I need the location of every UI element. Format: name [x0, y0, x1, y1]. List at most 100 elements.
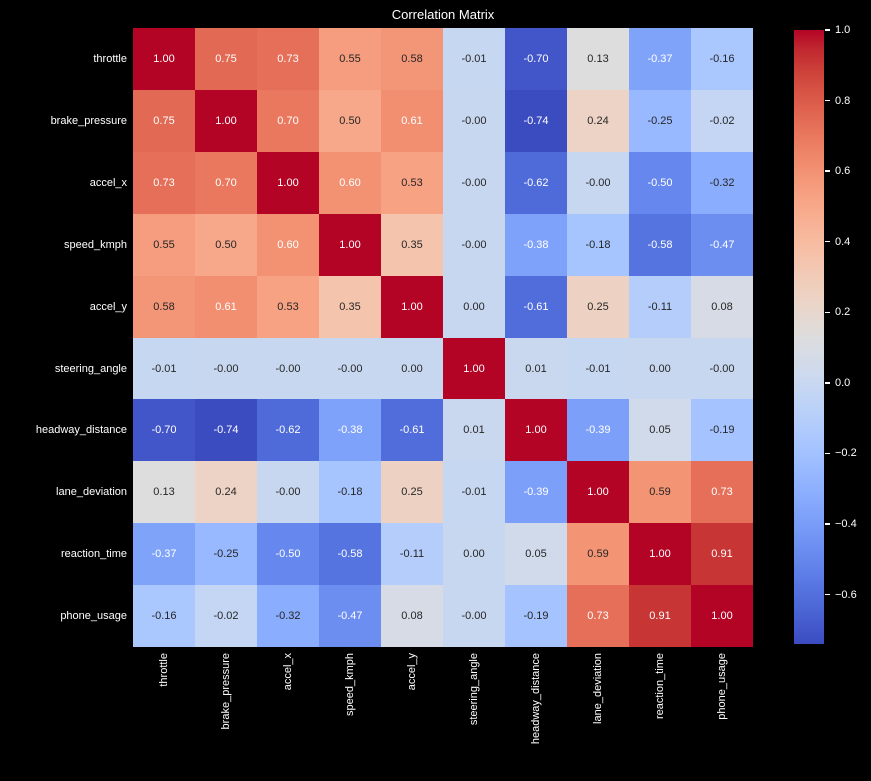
heatmap-cell: 0.35: [319, 276, 381, 338]
heatmap-cell: 0.00: [381, 338, 443, 399]
heatmap-cell: -0.50: [257, 523, 319, 585]
heatmap-cell: -0.47: [319, 585, 381, 647]
heatmap-cell: 0.08: [381, 585, 443, 647]
colorbar-tick-mark: [825, 452, 830, 455]
y-tick-label: accel_x: [89, 177, 127, 189]
x-tick-label: phone_usage: [716, 653, 728, 720]
heatmap-cell: 1.00: [567, 461, 629, 523]
colorbar-tick-mark: [825, 29, 830, 31]
heatmap-cell: 0.00: [629, 338, 691, 399]
heatmap-cell: 0.61: [381, 90, 443, 152]
heatmap-cell: -0.00: [443, 152, 505, 214]
colorbar-tick-label: 0.0: [835, 376, 851, 389]
heatmap-cell: 0.50: [319, 90, 381, 152]
heatmap-cell: 0.73: [567, 585, 629, 647]
heatmap-cell: -0.39: [567, 399, 629, 461]
heatmap-cell: -0.00: [443, 585, 505, 647]
heatmap-cell: 0.05: [629, 399, 691, 461]
heatmap-cell: 0.24: [567, 90, 629, 152]
heatmap-cell: -0.37: [629, 28, 691, 90]
heatmap-cell: 1.00: [319, 214, 381, 276]
heatmap-cell: 1.00: [629, 523, 691, 585]
heatmap-cell: -0.62: [505, 152, 567, 214]
heatmap-cell: -0.38: [319, 399, 381, 461]
x-tick-label: brake_pressure: [220, 653, 232, 730]
x-tick-label: headway_distance: [530, 653, 542, 745]
heatmap-cell: -0.18: [319, 461, 381, 523]
heatmap-cell: 0.55: [319, 28, 381, 90]
x-tick-label: throttle: [158, 653, 170, 687]
heatmap-cell: -0.00: [319, 338, 381, 399]
heatmap-cell: -0.02: [195, 585, 257, 647]
x-tick-label: accel_x: [282, 653, 294, 691]
heatmap-cell: -0.61: [505, 276, 567, 338]
x-tick-label: reaction_time: [654, 653, 666, 720]
heatmap-cell: -0.00: [257, 461, 319, 523]
heatmap-cell: -0.47: [691, 214, 753, 276]
heatmap-cell: 0.61: [195, 276, 257, 338]
heatmap-cell: -0.39: [505, 461, 567, 523]
colorbar-tick-label: −0.4: [835, 518, 857, 531]
x-tick-label: speed_kmph: [344, 653, 356, 716]
heatmap-cell: 0.00: [443, 523, 505, 585]
y-tick-label: lane_deviation: [56, 486, 127, 498]
heatmap-cell: 0.13: [567, 28, 629, 90]
heatmap-cell: -0.16: [133, 585, 195, 647]
heatmap-cell: -0.74: [505, 90, 567, 152]
heatmap-cell: 0.75: [195, 28, 257, 90]
colorbar-tick-label: 0.8: [835, 94, 851, 107]
heatmap-cell: -0.11: [629, 276, 691, 338]
colorbar-tick-label: 0.6: [835, 165, 851, 178]
heatmap-cell: 0.25: [381, 461, 443, 523]
x-tick-label: accel_y: [406, 653, 418, 691]
heatmap-cell: 0.24: [195, 461, 257, 523]
heatmap-cell: 0.73: [257, 28, 319, 90]
heatmap-cell: 0.70: [257, 90, 319, 152]
colorbar-tick-label: −0.6: [835, 588, 857, 601]
heatmap-cell: -0.25: [195, 523, 257, 585]
colorbar-tick-mark: [825, 170, 830, 172]
heatmap-cell: -0.01: [443, 461, 505, 523]
colorbar: [794, 30, 824, 644]
colorbar-tick-label: 0.2: [835, 306, 851, 319]
heatmap-cell: -0.00: [257, 338, 319, 399]
y-tick-label: accel_y: [89, 301, 127, 313]
colorbar-tick-label: 1.0: [835, 24, 851, 36]
heatmap-cell: 0.75: [133, 90, 195, 152]
y-tick-label: phone_usage: [60, 610, 127, 622]
heatmap-cell: 0.53: [257, 276, 319, 338]
heatmap-cell: -0.70: [505, 28, 567, 90]
heatmap-cell: -0.50: [629, 152, 691, 214]
x-tick-label: steering_angle: [468, 653, 480, 726]
heatmap-cell: 1.00: [443, 338, 505, 399]
heatmap-cell: -0.32: [257, 585, 319, 647]
y-tick-label: steering_angle: [54, 362, 127, 375]
heatmap-cell: -0.18: [567, 214, 629, 276]
heatmap-cell: 0.91: [629, 585, 691, 647]
heatmap-cell: -0.00: [567, 152, 629, 214]
heatmap-cell: -0.16: [691, 28, 753, 90]
chart-title: Correlation Matrix: [391, 7, 495, 22]
colorbar-tick-mark: [825, 593, 830, 596]
heatmap-cell: 1.00: [691, 585, 753, 647]
heatmap-cell: 1.00: [195, 90, 257, 152]
heatmap-cell: 0.50: [195, 214, 257, 276]
colorbar-tick-mark: [825, 523, 830, 525]
heatmap-cell: -0.19: [691, 399, 753, 461]
heatmap-cell: -0.74: [195, 399, 257, 461]
heatmap-cell: 0.91: [691, 523, 753, 585]
heatmap-cell: 1.00: [381, 276, 443, 338]
y-tick-label: throttle: [93, 53, 127, 65]
colorbar-tick-mark: [825, 311, 830, 314]
heatmap-cell: -0.01: [443, 28, 505, 90]
y-tick-label: headway_distance: [35, 424, 127, 436]
heatmap-cell: -0.02: [691, 90, 753, 152]
heatmap-cell: 0.59: [567, 523, 629, 585]
x-tick-label: lane_deviation: [592, 653, 604, 724]
heatmap-cell: -0.01: [133, 338, 195, 399]
heatmap-cell: 1.00: [257, 152, 319, 214]
colorbar-tick-label: 0.4: [835, 235, 851, 248]
heatmap-cell: 0.60: [257, 214, 319, 276]
heatmap-cell: 0.01: [505, 338, 567, 399]
